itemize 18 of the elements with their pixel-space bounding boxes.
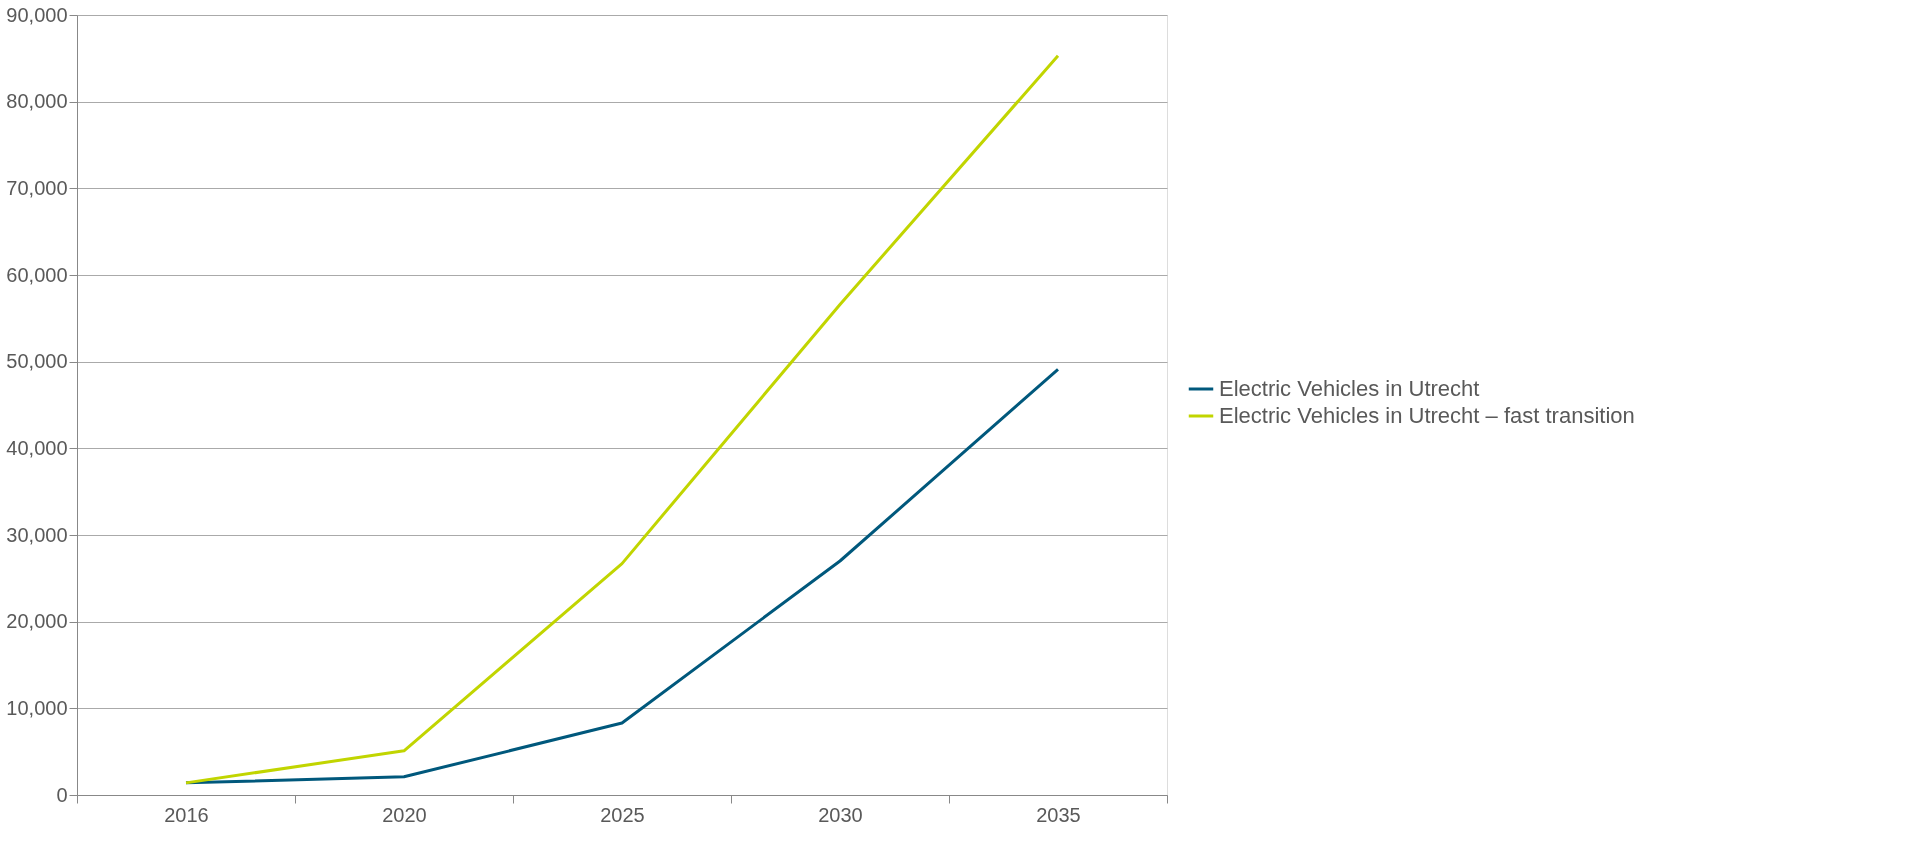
y-tick-label: 40,000 (6, 436, 68, 459)
x-tick-label: 2016 (164, 803, 209, 826)
x-tick-label: 2020 (382, 803, 427, 826)
x-tick-label: 2035 (1036, 803, 1081, 826)
y-tick-label: 30,000 (6, 523, 68, 546)
line-series (184, 54, 1060, 785)
legend-label: Electric Vehicles in Utrecht – fast transition (1219, 403, 1635, 428)
y-tick-label: 20,000 (6, 610, 68, 633)
y-tick-label: 60,000 (6, 263, 68, 286)
x-tick-label: 2030 (818, 803, 863, 826)
y-tick-label: 90,000 (6, 3, 68, 26)
y-tick-label: 10,000 (6, 696, 68, 719)
x-tick-label: 2025 (600, 803, 645, 826)
y-tick-label: 50,000 (6, 350, 68, 373)
y-tick-label: 70,000 (6, 176, 68, 199)
legend-label: Electric Vehicles in Utrecht (1219, 376, 1480, 401)
y-tick-label: 80,000 (6, 90, 68, 113)
y-tick-label: 0 (56, 783, 68, 806)
